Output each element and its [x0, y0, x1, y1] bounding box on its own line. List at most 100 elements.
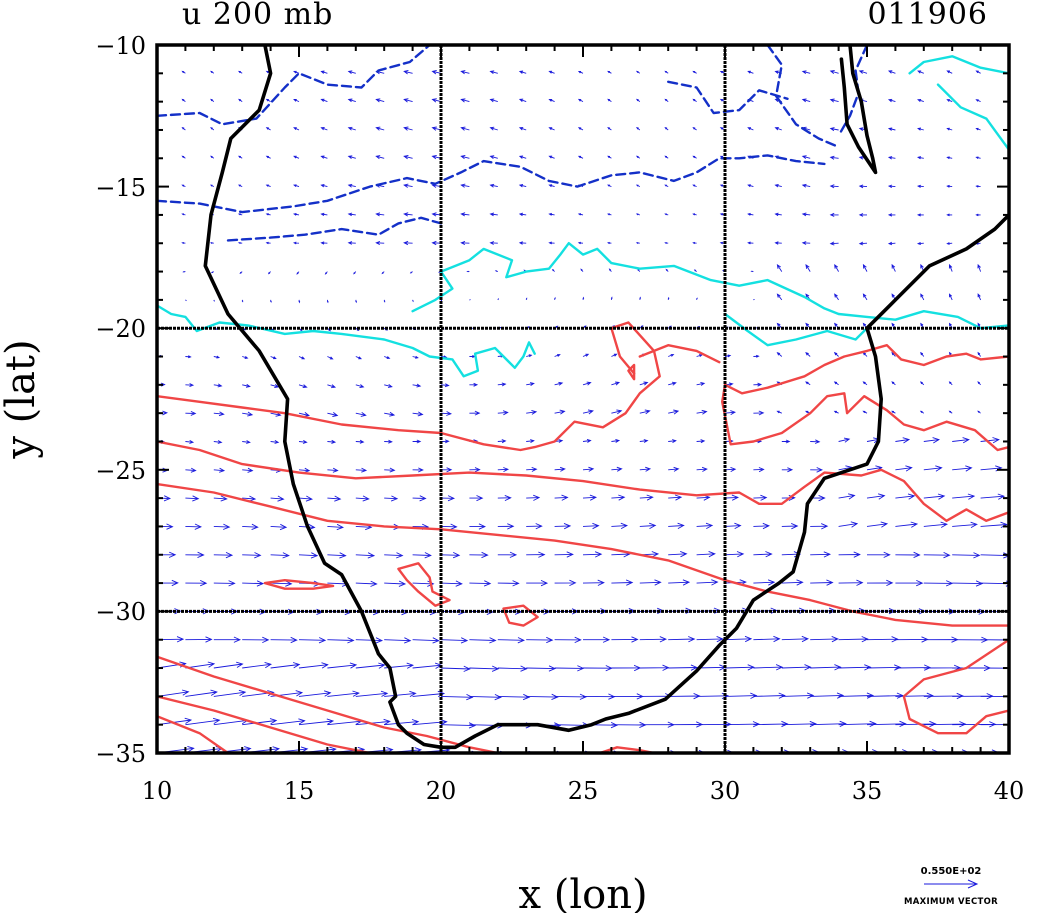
positive-contour-line — [263, 579, 335, 590]
wind-vector — [724, 692, 758, 699]
wind-vector — [375, 98, 385, 103]
wind-vector — [917, 70, 924, 74]
wind-vector — [948, 381, 953, 386]
wind-vector — [489, 183, 498, 188]
wind-vector — [355, 412, 367, 417]
wind-vector — [724, 522, 742, 529]
wind-vector — [668, 353, 675, 357]
wind-vector — [497, 551, 518, 558]
wind-vector — [611, 579, 634, 586]
wind-vector — [664, 127, 669, 131]
wind-vector — [838, 692, 875, 699]
wind-vector — [776, 293, 783, 301]
wind-vector — [923, 493, 946, 500]
wind-vector — [185, 495, 200, 502]
coastline-line — [203, 45, 1009, 750]
wind-vector — [293, 184, 300, 188]
wind-vector — [242, 356, 249, 359]
wind-vector — [582, 466, 595, 472]
wind-vector — [776, 410, 782, 414]
wind-vector — [833, 351, 839, 357]
wind-vector — [242, 383, 251, 388]
wind-vector — [347, 98, 356, 103]
wind-vector — [692, 70, 697, 74]
wind-vector — [582, 551, 603, 558]
x-tick-label: 10 — [142, 777, 173, 805]
wind-vector — [668, 579, 691, 586]
wind-vector — [692, 155, 697, 159]
wind-vector — [489, 126, 498, 131]
wind-vector — [296, 271, 300, 275]
wind-vector — [185, 717, 221, 726]
wind-vector — [518, 70, 527, 74]
wind-vector — [270, 356, 277, 360]
wind-vector — [355, 356, 363, 360]
wind-vector — [838, 579, 864, 586]
wind-vector — [526, 409, 538, 415]
wind-vector — [781, 720, 817, 728]
wind-vector — [293, 70, 300, 74]
wind-vector — [242, 523, 259, 531]
wind-vector — [185, 410, 197, 416]
wind-vector — [497, 580, 520, 587]
wind-vector — [518, 126, 527, 131]
wind-vector — [639, 664, 670, 671]
wind-vector — [636, 98, 641, 102]
y-tick-label: −10 — [95, 32, 146, 60]
wind-vector — [327, 523, 344, 531]
wind-vector — [469, 637, 497, 644]
wind-vector — [838, 664, 872, 671]
wind-vector — [412, 383, 422, 388]
wind-vector — [213, 440, 223, 444]
wind-vector — [774, 241, 782, 245]
wind-vector — [384, 552, 404, 559]
wind-vector — [833, 410, 839, 414]
negative-contour-line — [157, 154, 826, 214]
positive-contour-line — [157, 695, 372, 753]
wind-vector — [298, 356, 306, 360]
wind-vector — [920, 293, 925, 301]
wind-vector — [692, 184, 697, 188]
wind-vector — [182, 271, 186, 273]
wind-vector — [639, 522, 657, 529]
wind-vector — [265, 127, 271, 131]
wind-vector — [327, 384, 337, 389]
wind-vector — [185, 636, 213, 643]
positive-contour-line — [627, 363, 636, 381]
wind-vector — [210, 241, 214, 244]
wind-vector — [801, 212, 811, 217]
wind-vector — [526, 579, 549, 587]
wind-vector — [181, 213, 186, 216]
wind-vector — [489, 98, 498, 103]
wind-vector — [551, 268, 555, 272]
wind-vector — [403, 240, 413, 246]
wind-vector — [554, 296, 556, 301]
wind-vector — [747, 70, 754, 74]
wind-vector — [497, 637, 525, 644]
wind-vector — [412, 552, 432, 559]
wind-vector — [810, 439, 821, 444]
wind-vector — [866, 664, 902, 671]
wind-vector — [946, 127, 953, 131]
wind-vector — [320, 155, 328, 159]
wind-vector — [412, 690, 446, 698]
positive-contour-line — [502, 604, 539, 627]
wind-vector — [980, 639, 1009, 641]
positive-contour-line — [157, 655, 499, 753]
wind-vector — [526, 665, 556, 672]
wind-vector — [355, 637, 383, 644]
wind-vector — [384, 356, 391, 360]
wind-vector — [696, 579, 719, 586]
wind-vector — [239, 271, 243, 274]
wind-vector — [952, 552, 981, 559]
wind-vector — [724, 635, 753, 643]
wind-vector — [526, 466, 538, 472]
wind-vector — [805, 351, 811, 357]
wind-vector — [919, 381, 925, 386]
wind-vector — [526, 439, 535, 443]
wind-vector — [554, 551, 574, 558]
wind-vector — [895, 692, 934, 699]
wind-vector — [355, 439, 365, 444]
wind-vector — [923, 465, 943, 472]
wind-vector — [611, 494, 626, 501]
